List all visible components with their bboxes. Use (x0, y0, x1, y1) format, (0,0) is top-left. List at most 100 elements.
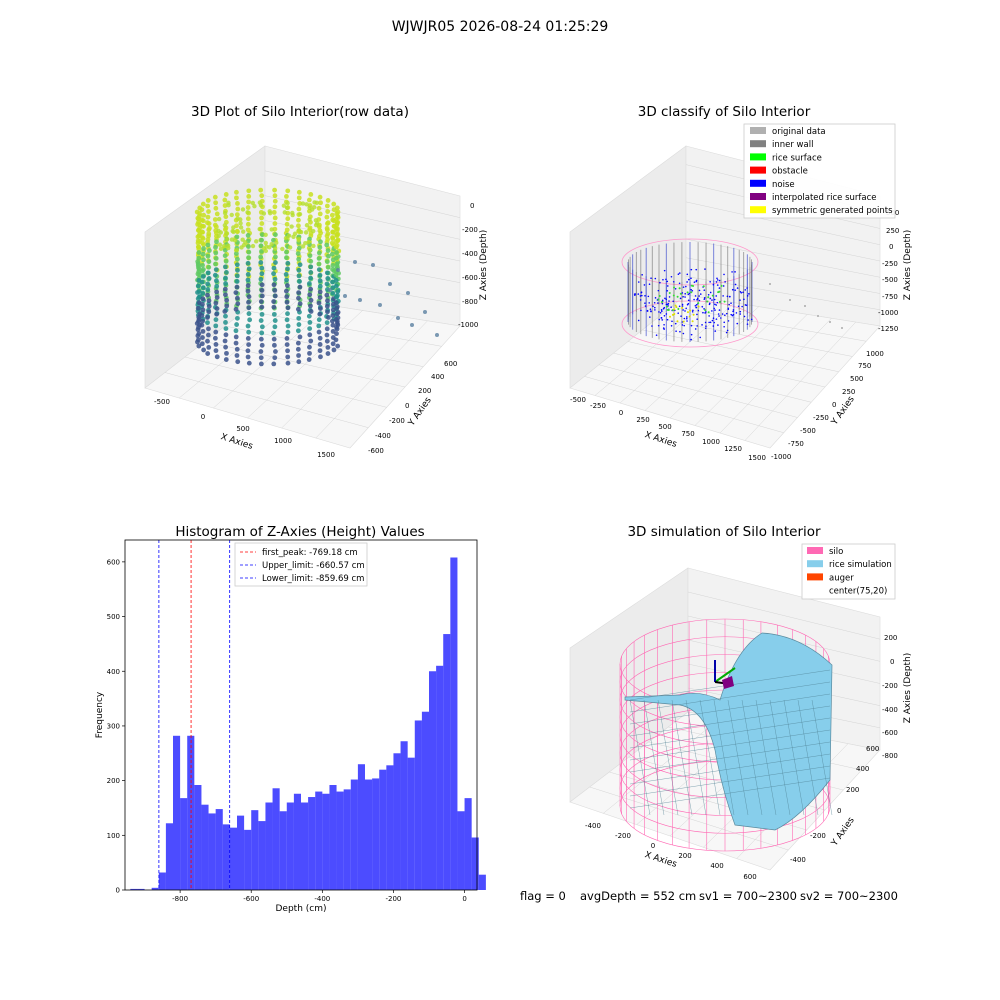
rice-surface-shape (624, 632, 833, 831)
sim-ytick: 0 (837, 807, 841, 815)
cls-ytick: -500 (800, 427, 816, 435)
histogram-ytick-label: 400 (107, 668, 120, 676)
histogram-ytick-label: 600 (107, 558, 120, 566)
histogram-bar (215, 809, 223, 890)
histogram-bar (279, 811, 287, 890)
histogram-bar (165, 823, 173, 890)
raw-ztick: -1000 (458, 321, 478, 329)
histogram-bar (443, 634, 451, 890)
sim-xtick: 600 (743, 873, 756, 881)
histogram-bar (372, 778, 380, 890)
histogram-ylabel: Frequency (95, 691, 105, 738)
histogram-bar (237, 815, 245, 890)
panel-classify-title: 3D classify of Silo Interior (638, 104, 811, 120)
classify-x-ticks: -500 -250 0 250 500 750 1000 1250 1500 (570, 396, 766, 462)
classify-legend-frame (743, 123, 896, 219)
cls-ytick: -250 (813, 414, 829, 422)
cls-ztick: -750 (882, 293, 898, 301)
raw-ytick: 200 (418, 387, 431, 395)
histogram-bar (414, 720, 422, 890)
histogram-bar (301, 802, 309, 890)
sim-ztick: -800 (882, 752, 898, 760)
raw-ztick: -600 (462, 274, 478, 282)
classify-z-ticks: 500 250 0 -250 -500 -750 -1000 -1250 (878, 209, 899, 333)
cls-ztick: 250 (886, 227, 899, 235)
histogram-bar (265, 802, 273, 890)
cls-xtick: 750 (681, 430, 694, 438)
histogram-xtick-label: -800 (172, 895, 188, 903)
sim-ytick: -200 (810, 832, 826, 840)
panel-simulation-title: 3D simulation of Silo Interior (627, 524, 821, 540)
histogram-legend-label: Upper_limit: -660.57 cm (262, 561, 365, 571)
simulation-legend-label: rice simulation (829, 560, 892, 570)
classify-legend-label: interpolated rice surface (772, 193, 877, 203)
simulation-legend-label: auger (829, 573, 854, 583)
raw-ytick: 600 (444, 360, 457, 368)
classify-legend-swatch (750, 193, 766, 200)
cls-xtick: -250 (590, 402, 606, 410)
histogram-bar (400, 741, 408, 890)
cls-ytick: -1000 (771, 453, 791, 461)
histogram-reference-lines (158, 540, 231, 890)
simulation-auger (714, 660, 736, 689)
classify-legend-swatch (750, 127, 766, 134)
raw-ytick: -400 (375, 432, 391, 440)
raw-xtick: 1000 (274, 437, 292, 445)
histogram-bar (258, 821, 266, 890)
cls-xtick: 0 (619, 409, 623, 417)
sim-xtick: 400 (710, 862, 723, 870)
histogram-bar (208, 813, 216, 890)
classify-legend-label: symmetric generated points (772, 206, 893, 216)
histogram-bar (244, 829, 252, 890)
classify-legend-label: obstacle (772, 167, 808, 177)
simulation-x-ticks: -400 -200 0 200 400 600 (585, 822, 757, 881)
status-sv2: sv2 = 700~2300 (800, 889, 898, 903)
cls-ylabel: Y Axies (829, 394, 857, 427)
histogram-bar (158, 872, 166, 890)
histogram-bar (421, 711, 429, 890)
histogram-ytick-label: 0 (116, 887, 120, 895)
raw-ylabel: Y Axies (406, 395, 434, 428)
histogram-bars (130, 557, 486, 890)
raw-xtick: 0 (201, 413, 205, 421)
raw-xlabel: X Axies (219, 432, 254, 452)
panel-simulation-3d: 3D simulation of Silo Interior -400 -200… (569, 524, 913, 881)
cls-xtick: 1000 (702, 438, 720, 446)
classify-legend: original data inner wall rice surface obsta… (743, 123, 896, 219)
raw-y-ticks: -600 -400 -200 0 200 400 600 (368, 360, 457, 455)
panel-raw-3d: 3D Plot of Silo Interior(row data) -500 … (144, 104, 489, 459)
sim-ztick: -400 (882, 706, 898, 714)
histogram-bar (343, 789, 351, 890)
auger-head (722, 676, 734, 689)
auger-arm-green (714, 667, 736, 683)
classify-legend-swatch (750, 166, 766, 174)
histogram-bar (386, 765, 394, 890)
classify-point-cloud (621, 238, 843, 348)
raw-ztick: 0 (470, 202, 474, 210)
cls-ytick: 250 (842, 388, 855, 396)
histogram-bar (286, 802, 294, 890)
histogram-ytick-label: 300 (107, 722, 120, 730)
histogram-bar (315, 791, 323, 890)
histogram-legend: first_peak: -769.18 cm Upper_limit: -660.… (234, 542, 368, 587)
histogram-bar (293, 793, 301, 890)
raw-ztick: -800 (462, 298, 478, 306)
histogram-bar (350, 779, 358, 890)
sim-xtick: -400 (585, 822, 601, 830)
raw-point-cloud (194, 187, 439, 367)
histogram-bar (365, 779, 373, 890)
histogram-frame (124, 539, 478, 891)
sim-ylabel: Y Axies (829, 815, 857, 848)
histogram-bar (379, 769, 387, 890)
histogram-bar (322, 793, 330, 890)
classify-legend-label: rice surface (772, 153, 822, 163)
histogram-bar (436, 665, 444, 890)
histogram-ytick-label: 100 (107, 832, 120, 840)
histogram-bar (130, 888, 138, 890)
cls-ytick: -750 (788, 440, 804, 448)
histogram-bar (407, 757, 415, 890)
status-flag: flag = 0 (520, 889, 566, 903)
histogram-bar (180, 798, 188, 890)
simulation-y-ticks: -400 -200 0 200 400 600 (790, 745, 879, 864)
raw-ytick: 400 (431, 373, 444, 381)
